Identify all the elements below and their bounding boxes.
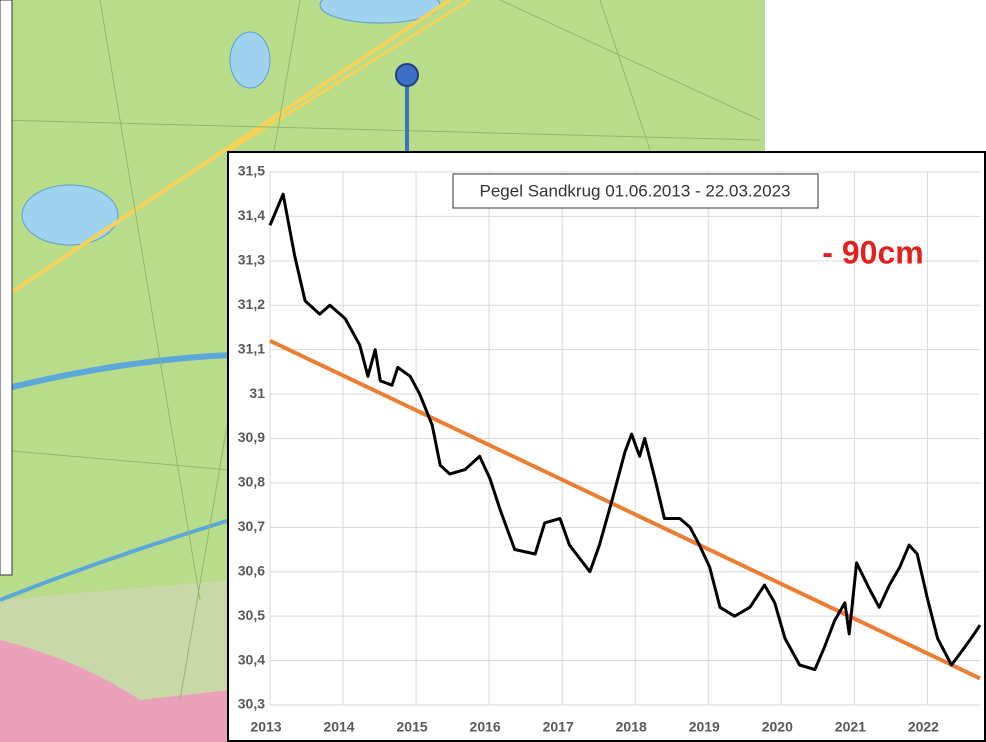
x-tick-label: 2013 (250, 719, 281, 735)
x-tick-label: 2016 (470, 719, 501, 735)
grid: 30,3 30,4 30,5 30,6 30,7 30,8 30,9 31 31,1 31,2 31… (238, 163, 980, 735)
y-tick-label: 30,4 (238, 651, 265, 667)
title-box (452, 173, 819, 209)
y-tick-label: 30,8 (238, 474, 265, 490)
data-line (268, 192, 982, 671)
y-tick-label: 31,3 (238, 252, 265, 268)
y-tick-label: 30,7 (238, 518, 265, 534)
y-tick-label: 30,5 (238, 607, 265, 623)
chart-title: Pegel Sandkrug 01.06.2013 - 22.03.2023 (480, 181, 791, 200)
y-tick-label: 31,1 (238, 340, 265, 356)
annotation: - 90cm (822, 234, 923, 270)
x-tick-label: 2014 (323, 719, 354, 735)
x-tick-label: 2020 (762, 719, 793, 735)
x-tick-label: 2019 (689, 719, 720, 735)
x-tick-label: 2021 (835, 719, 866, 735)
data-line (269, 338, 981, 681)
y-tick-label: 30,9 (238, 429, 265, 445)
x-tick-label: 2018 (616, 719, 647, 735)
x-tick-label: 2015 (397, 719, 428, 735)
y-tick-label: 31,4 (238, 207, 265, 223)
x-tick-label: 2017 (543, 719, 574, 735)
y-tick-label: 30,3 (238, 696, 265, 712)
y-tick-label: 30,6 (238, 562, 265, 578)
chart-frame (227, 151, 986, 742)
y-tick-label: 31,5 (238, 163, 265, 179)
plot (268, 192, 982, 681)
x-tick-label: 2022 (908, 719, 939, 735)
y-tick-label: 31 (249, 385, 265, 401)
y-tick-label: 31,2 (238, 296, 265, 312)
